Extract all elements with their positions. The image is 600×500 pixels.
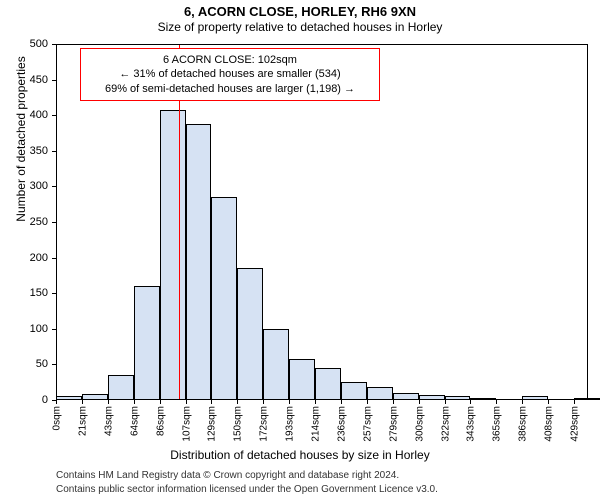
chart-subtitle: Size of property relative to detached ho…: [0, 20, 600, 34]
x-tick-label: 0sqm: [50, 406, 63, 430]
histogram-bar: [237, 268, 263, 400]
x-tick-mark: [186, 400, 187, 404]
histogram-bar: [367, 387, 393, 400]
histogram-bar: [82, 394, 108, 400]
x-tick-label: 322sqm: [438, 406, 451, 442]
y-tick-mark: [52, 222, 56, 223]
histogram-bar: [108, 375, 134, 400]
annotation-box: 6 ACORN CLOSE: 102sqm← 31% of detached h…: [80, 48, 380, 101]
histogram-bar: [574, 398, 600, 400]
y-tick-mark: [52, 293, 56, 294]
x-tick-mark: [56, 400, 57, 404]
y-axis-label: Number of detached properties: [14, 0, 28, 317]
x-tick-mark: [211, 400, 212, 404]
x-tick-mark: [522, 400, 523, 404]
x-tick-label: 408sqm: [542, 406, 555, 442]
x-tick-label: 43sqm: [101, 406, 114, 436]
x-tick-mark: [496, 400, 497, 404]
histogram-bar: [263, 329, 289, 400]
x-tick-label: 193sqm: [283, 406, 296, 442]
x-tick-mark: [134, 400, 135, 404]
x-axis-label: Distribution of detached houses by size …: [0, 448, 600, 462]
histogram-bar: [393, 393, 419, 400]
x-tick-mark: [341, 400, 342, 404]
x-tick-mark: [548, 400, 549, 404]
x-tick-mark: [160, 400, 161, 404]
x-tick-mark: [315, 400, 316, 404]
x-tick-label: 21sqm: [75, 406, 88, 436]
x-tick-mark: [108, 400, 109, 404]
y-tick-mark: [52, 44, 56, 45]
x-tick-label: 300sqm: [412, 406, 425, 442]
annotation-line: 69% of semi-detached houses are larger (…: [85, 82, 375, 96]
x-tick-label: 64sqm: [127, 406, 140, 436]
x-tick-label: 279sqm: [386, 406, 399, 442]
x-tick-mark: [445, 400, 446, 404]
histogram-bar: [315, 368, 341, 400]
x-tick-mark: [82, 400, 83, 404]
x-tick-mark: [393, 400, 394, 404]
x-tick-mark: [574, 400, 575, 404]
x-tick-mark: [263, 400, 264, 404]
histogram-bar: [160, 110, 186, 400]
x-tick-mark: [419, 400, 420, 404]
x-tick-label: 236sqm: [334, 406, 347, 442]
x-tick-label: 172sqm: [257, 406, 270, 442]
x-tick-label: 107sqm: [179, 406, 192, 442]
y-tick-mark: [52, 258, 56, 259]
histogram-bar: [289, 359, 315, 400]
chart-title: 6, ACORN CLOSE, HORLEY, RH6 9XN: [0, 4, 600, 19]
x-tick-label: 214sqm: [309, 406, 322, 442]
x-tick-label: 429sqm: [568, 406, 581, 442]
x-tick-label: 343sqm: [464, 406, 477, 442]
x-tick-label: 257sqm: [360, 406, 373, 442]
histogram-bar: [470, 398, 496, 400]
x-tick-label: 386sqm: [516, 406, 529, 442]
histogram-bar: [419, 395, 445, 400]
chart-container: 6, ACORN CLOSE, HORLEY, RH6 9XN Size of …: [0, 0, 600, 500]
histogram-bar: [186, 124, 212, 400]
x-tick-label: 129sqm: [205, 406, 218, 442]
x-tick-label: 365sqm: [490, 406, 503, 442]
x-tick-mark: [237, 400, 238, 404]
y-tick-mark: [52, 151, 56, 152]
x-tick-mark: [367, 400, 368, 404]
footer-line1: Contains HM Land Registry data © Crown c…: [56, 470, 399, 481]
footer-line2: Contains public sector information licen…: [56, 484, 438, 495]
histogram-bar: [211, 197, 237, 400]
histogram-bar: [56, 396, 82, 400]
x-tick-label: 150sqm: [231, 406, 244, 442]
y-tick-mark: [52, 186, 56, 187]
y-tick-mark: [52, 329, 56, 330]
x-tick-mark: [289, 400, 290, 404]
y-tick-mark: [52, 80, 56, 81]
histogram-bar: [341, 382, 367, 401]
histogram-bar: [522, 396, 548, 400]
x-tick-mark: [470, 400, 471, 404]
annotation-line: ← 31% of detached houses are smaller (53…: [85, 67, 375, 81]
annotation-line: 6 ACORN CLOSE: 102sqm: [85, 53, 375, 67]
histogram-bar: [445, 396, 471, 400]
y-tick-mark: [52, 115, 56, 116]
histogram-bar: [134, 286, 160, 400]
y-tick-mark: [52, 364, 56, 365]
x-tick-label: 86sqm: [153, 406, 166, 436]
